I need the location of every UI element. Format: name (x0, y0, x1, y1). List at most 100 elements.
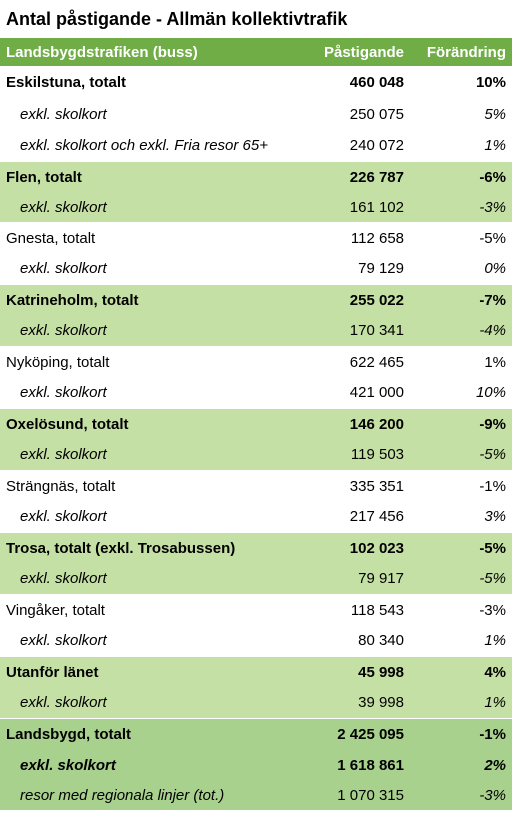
row-label: Eskilstuna, totalt (6, 74, 127, 91)
row-boardings: 45 998 (305, 656, 410, 688)
row-boardings: 112 658 (350, 229, 404, 247)
row-boardings: 240 072 (305, 130, 410, 162)
row-change: -6% (410, 161, 512, 193)
row-boardings: 118 543 (350, 601, 404, 619)
row-label: exkl. skolkort och exkl. Fria resor 65+ (0, 130, 305, 162)
table-row: resor med regionala linjer (tot.) 1 070 3… (0, 780, 512, 810)
row-label: Flen, totalt (0, 161, 305, 193)
row-boardings: 2 425 095 (305, 718, 410, 750)
row-change: -1% (479, 477, 506, 495)
row-change: -7% (410, 284, 512, 316)
row-change: 1% (410, 130, 512, 162)
header-row: Landsbygdstrafiken (buss) Påstigande För… (0, 38, 512, 66)
table-row: exkl. skolkort 170 341 -4% (0, 316, 512, 347)
row-label: Oxelösund, totalt (0, 408, 305, 440)
table-row: Katrineholm, totalt 255 022 -7% (0, 284, 512, 316)
table-row: Trosa, totalt (exkl. Trosabussen) 102 023… (0, 532, 512, 564)
row-change: 0% (410, 254, 512, 285)
table-row: Nyköping, totalt 622 465 1% (0, 346, 512, 378)
passenger-table: Landsbygdstrafiken (buss) Påstigande För… (0, 38, 512, 810)
row-boardings: 119 503 (305, 440, 410, 471)
row-label: exkl. skolkort (0, 316, 305, 347)
table-row: Gnesta, totalt 112 658 -5% (0, 222, 512, 254)
row-label: Gnesta, totalt (6, 229, 96, 247)
header-area: Landsbygdstrafiken (buss) (0, 38, 305, 66)
table-row: Oxelösund, totalt 146 200 -9% (0, 408, 512, 440)
row-change: 10% (475, 74, 506, 91)
table-row: exkl. skolkort och exkl. Fria resor 65+ 2… (0, 130, 512, 162)
row-boardings: 226 787 (305, 161, 410, 193)
row-change: 2% (410, 750, 512, 780)
row-label: resor med regionala linjer (tot.) (0, 780, 305, 810)
row-label: exkl. skolkort (0, 254, 305, 285)
row-change: 10% (410, 378, 512, 409)
row-boardings: 146 200 (305, 408, 410, 440)
row-label: exkl. skolkort (0, 750, 305, 780)
row-boardings: 80 340 (305, 626, 410, 657)
row-change: -5% (410, 440, 512, 471)
row-label: Strängnäs, totalt (6, 477, 116, 495)
table-row: exkl. skolkort 421 000 10% (0, 378, 512, 409)
row-change: -3% (410, 780, 512, 810)
table-row: Utanför länet 45 998 4% (0, 656, 512, 688)
row-change: 5% (484, 106, 506, 123)
row-label: exkl. skolkort (0, 378, 305, 409)
header-change: Förändring (410, 38, 512, 66)
row-boardings: 1 070 315 (305, 780, 410, 810)
row-boardings: 255 022 (305, 284, 410, 316)
header-boardings: Påstigande (305, 38, 410, 66)
row-boardings: 39 998 (305, 688, 410, 719)
row-change: -3% (410, 193, 512, 223)
row-change: -3% (479, 601, 506, 619)
row-boardings: 161 102 (305, 193, 410, 223)
row-change: 4% (410, 656, 512, 688)
row-change: 1% (484, 353, 506, 371)
row-label: Landsbygd, totalt (0, 718, 305, 750)
row-boardings: 217 456 (305, 502, 410, 533)
row-boardings: 335 351 (349, 477, 404, 495)
row-change: -5% (410, 532, 512, 564)
row-boardings: 102 023 (305, 532, 410, 564)
row-change: -5% (479, 229, 506, 247)
table-row: exkl. skolkort 161 102 -3% (0, 193, 512, 223)
row-boardings: 170 341 (305, 316, 410, 347)
row-label: Katrineholm, totalt (0, 284, 305, 316)
table-row: exkl. skolkort 217 456 3% (0, 502, 512, 533)
row-boardings: 250 075 (349, 106, 404, 123)
row-change: 1% (410, 626, 512, 657)
row-boardings: 79 129 (305, 254, 410, 285)
row-boardings: 460 048 (349, 74, 404, 91)
row-change: 1% (410, 688, 512, 719)
row-change: -1% (410, 718, 512, 750)
row-label: exkl. skolkort (0, 688, 305, 719)
table-row: Flen, totalt 226 787 -6% (0, 161, 512, 193)
row-label: exkl. skolkort (0, 440, 305, 471)
row-change: -5% (410, 564, 512, 595)
row-boardings: 622 465 (349, 353, 404, 371)
row-label: exkl. skolkort (0, 564, 305, 595)
table-row: Eskilstuna, totalt 460 048 10% (0, 66, 512, 99)
row-change: 3% (410, 502, 512, 533)
table-row: exkl. skolkort 250 075 5% (0, 99, 512, 130)
table-row: exkl. skolkort 39 998 1% (0, 688, 512, 719)
row-label: exkl. skolkort (0, 193, 305, 223)
table-row: exkl. skolkort 80 340 1% (0, 626, 512, 657)
table-title: Antal påstigande - Allmän kollektivtrafi… (6, 9, 348, 29)
table-row: exkl. skolkort 1 618 861 2% (0, 750, 512, 780)
table-row: exkl. skolkort 79 917 -5% (0, 564, 512, 595)
row-boardings: 421 000 (305, 378, 410, 409)
row-change: -9% (410, 408, 512, 440)
row-change: -4% (410, 316, 512, 347)
table-row: exkl. skolkort 119 503 -5% (0, 440, 512, 471)
row-boardings: 79 917 (305, 564, 410, 595)
table-row: Landsbygd, totalt 2 425 095 -1% (0, 718, 512, 750)
row-boardings: 1 618 861 (305, 750, 410, 780)
row-label: Utanför länet (0, 656, 305, 688)
row-label: Vingåker, totalt (6, 601, 105, 619)
table-row: Vingåker, totalt 118 543 -3% (0, 594, 512, 626)
table-row: exkl. skolkort 79 129 0% (0, 254, 512, 285)
row-label: Nyköping, totalt (6, 353, 110, 371)
row-label: exkl. skolkort (0, 626, 305, 657)
row-label: Trosa, totalt (exkl. Trosabussen) (0, 532, 305, 564)
table-row: Strängnäs, totalt 335 351 -1% (0, 470, 512, 502)
